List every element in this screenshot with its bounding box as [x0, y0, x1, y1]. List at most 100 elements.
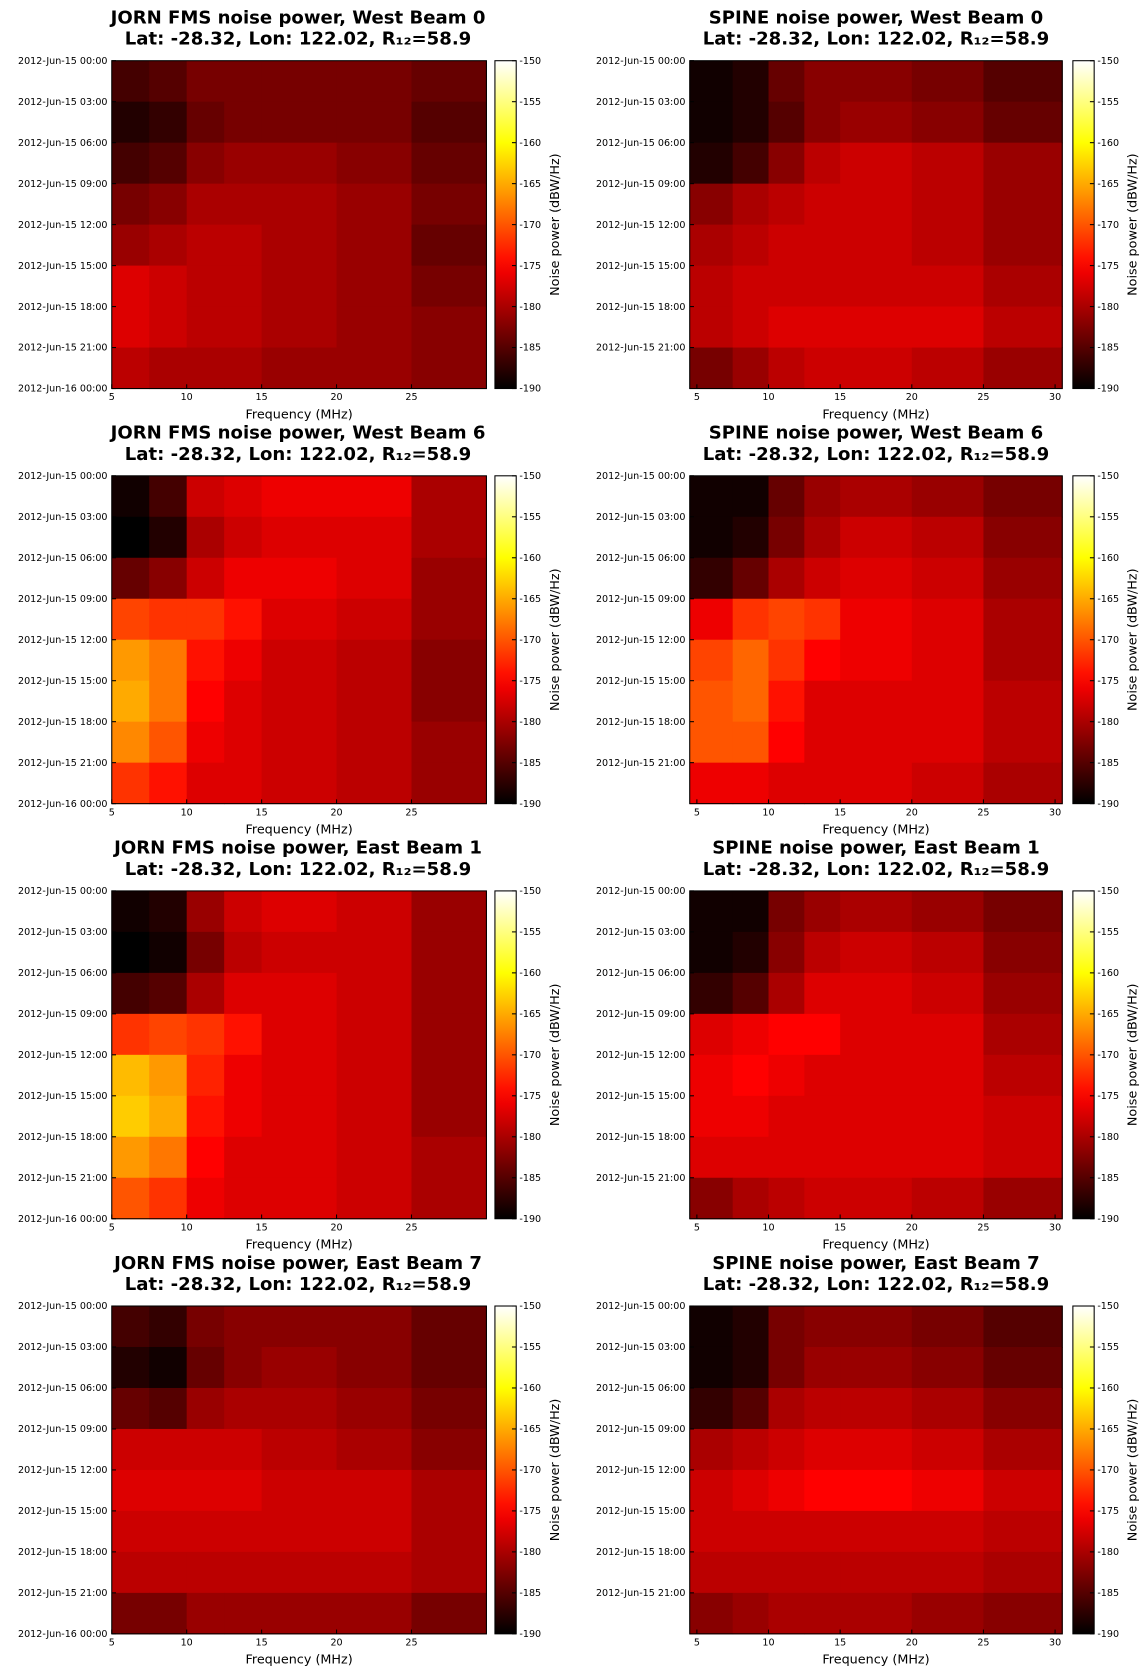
x-tick-label: 20: [330, 1638, 342, 1649]
heatmap-cell: [840, 1306, 913, 1348]
heatmap-cell: [911, 60, 984, 103]
colorbar-tick-label: -160: [1097, 553, 1119, 564]
heatmap-cell: [804, 142, 841, 185]
y-tick-label: 2012-Jun-15 00:00: [18, 56, 107, 67]
heatmap-cell: [689, 557, 734, 600]
y-tick-label: 2012-Jun-15 06:00: [18, 968, 107, 979]
heatmap-cell: [840, 1136, 913, 1179]
heatmap-cell: [186, 1387, 225, 1430]
x-axis-label: Frequency (MHz): [245, 822, 352, 837]
heatmap-cell: [689, 306, 734, 349]
heatmap-cell: [261, 1346, 338, 1389]
heatmap-cell: [261, 1306, 338, 1348]
heatmap-cell: [261, 1428, 338, 1471]
heatmap-cell: [149, 557, 188, 600]
y-tick-label: 2012-Jun-15 18:00: [18, 1547, 107, 1558]
heatmap-cell: [336, 1013, 413, 1056]
y-tick-label: 2012-Jun-15 15:00: [18, 261, 107, 272]
heatmap-cell: [804, 762, 841, 805]
chart-subtitle: Lat: -28.32, Lon: 122.02, R₁₂=58.9: [703, 444, 1049, 465]
heatmap-cell: [224, 1013, 263, 1056]
heatmap-cell: [768, 306, 805, 349]
y-tick-label: 2012-Jun-15 00:00: [596, 1301, 685, 1312]
heatmap-cell: [911, 1428, 984, 1471]
heatmap-cell: [911, 1136, 984, 1179]
heatmap-cell: [840, 1177, 913, 1220]
heatmap-cell: [411, 516, 487, 559]
y-tick-label: 2012-Jun-15 21:00: [596, 758, 685, 769]
heatmap-cell: [111, 972, 150, 1015]
y-tick-label: 2012-Jun-15 15:00: [18, 1506, 107, 1517]
heatmap-cell: [911, 224, 984, 267]
heatmap-cell: [111, 680, 150, 723]
x-tick-label: 25: [977, 392, 989, 403]
y-tick-label: 2012-Jun-15 15:00: [596, 1091, 685, 1102]
heatmap-cell: [111, 1136, 150, 1179]
heatmap-cell: [804, 183, 841, 226]
y-tick-label: 2012-Jun-15 21:00: [18, 343, 107, 354]
x-tick-label: 5: [109, 807, 115, 818]
heatmap-cell: [336, 557, 413, 600]
heatmap-cell: [911, 598, 984, 641]
heatmap-cell: [186, 142, 225, 185]
heatmap-cell: [336, 60, 413, 103]
colorbar-tick-label: -175: [1097, 1091, 1119, 1102]
x-tick-label: 5: [694, 807, 700, 818]
heatmap-cell: [224, 1095, 263, 1138]
heatmap-cell: [111, 1551, 150, 1594]
x-tick-label: 20: [330, 807, 342, 818]
heatmap-cell: [911, 680, 984, 723]
heatmap-cell: [732, 1306, 770, 1348]
y-tick-label: 2012-Jun-15 18:00: [18, 1132, 107, 1143]
heatmap-cell: [261, 1136, 338, 1179]
y-tick-label: 2012-Jun-15 18:00: [596, 302, 685, 313]
heatmap-cell: [149, 475, 188, 518]
x-tick-label: 25: [405, 807, 417, 818]
y-tick-label: 2012-Jun-15 00:00: [18, 471, 107, 482]
heatmap-cell: [983, 639, 1063, 682]
x-tick-label: 10: [181, 1222, 193, 1233]
heatmap-cell: [336, 972, 413, 1015]
x-tick-label: 25: [405, 392, 417, 403]
y-tick-label: 2012-Jun-15 00:00: [596, 56, 685, 67]
heatmap-cell: [983, 1551, 1063, 1594]
heatmap-cell: [840, 1469, 913, 1512]
heatmap-cell: [689, 475, 734, 518]
x-tick-label: 30: [1049, 1638, 1061, 1649]
y-tick-label: 2012-Jun-15 21:00: [18, 1173, 107, 1184]
heatmap-cell: [186, 516, 225, 559]
heatmap-cell: [732, 516, 770, 559]
heatmap-cell: [911, 1013, 984, 1056]
heatmap-cell: [732, 1510, 770, 1553]
heatmap-cell: [186, 1428, 225, 1471]
heatmap-cell: [689, 1095, 734, 1138]
y-tick-label: 2012-Jun-15 03:00: [18, 927, 107, 938]
colorbar-tick-label: -190: [519, 1214, 541, 1225]
heatmap-cell: [149, 972, 188, 1015]
y-tick-label: 2012-Jun-15 15:00: [596, 1506, 685, 1517]
heatmap-cell: [186, 1054, 225, 1097]
y-tick-label: 2012-Jun-15 09:00: [18, 179, 107, 190]
y-tick-label: 2012-Jun-15 00:00: [18, 1301, 107, 1312]
heatmap-cell: [768, 680, 805, 723]
heatmap-cell: [261, 347, 338, 390]
heatmap-cell: [983, 1469, 1063, 1512]
heatmap-cell: [689, 224, 734, 267]
colorbar-tick-label: -175: [519, 1091, 541, 1102]
heatmap-cell: [336, 1177, 413, 1220]
y-tick-label: 2012-Jun-15 03:00: [18, 1342, 107, 1353]
heatmap-cell: [732, 762, 770, 805]
heatmap-cell: [840, 762, 913, 805]
colorbar-tick-label: -155: [519, 512, 541, 523]
heatmap-cell: [186, 557, 225, 600]
x-tick-label: 10: [762, 392, 774, 403]
heatmap-cell: [689, 1387, 734, 1430]
heatmap-cell: [804, 557, 841, 600]
heatmap-cell: [224, 680, 263, 723]
heatmap-cell: [149, 1177, 188, 1220]
heatmap-cell: [804, 60, 841, 103]
heatmap-cell: [689, 1054, 734, 1097]
y-tick-label: 2012-Jun-15 12:00: [18, 220, 107, 231]
heatmap-cell: [111, 1095, 150, 1138]
